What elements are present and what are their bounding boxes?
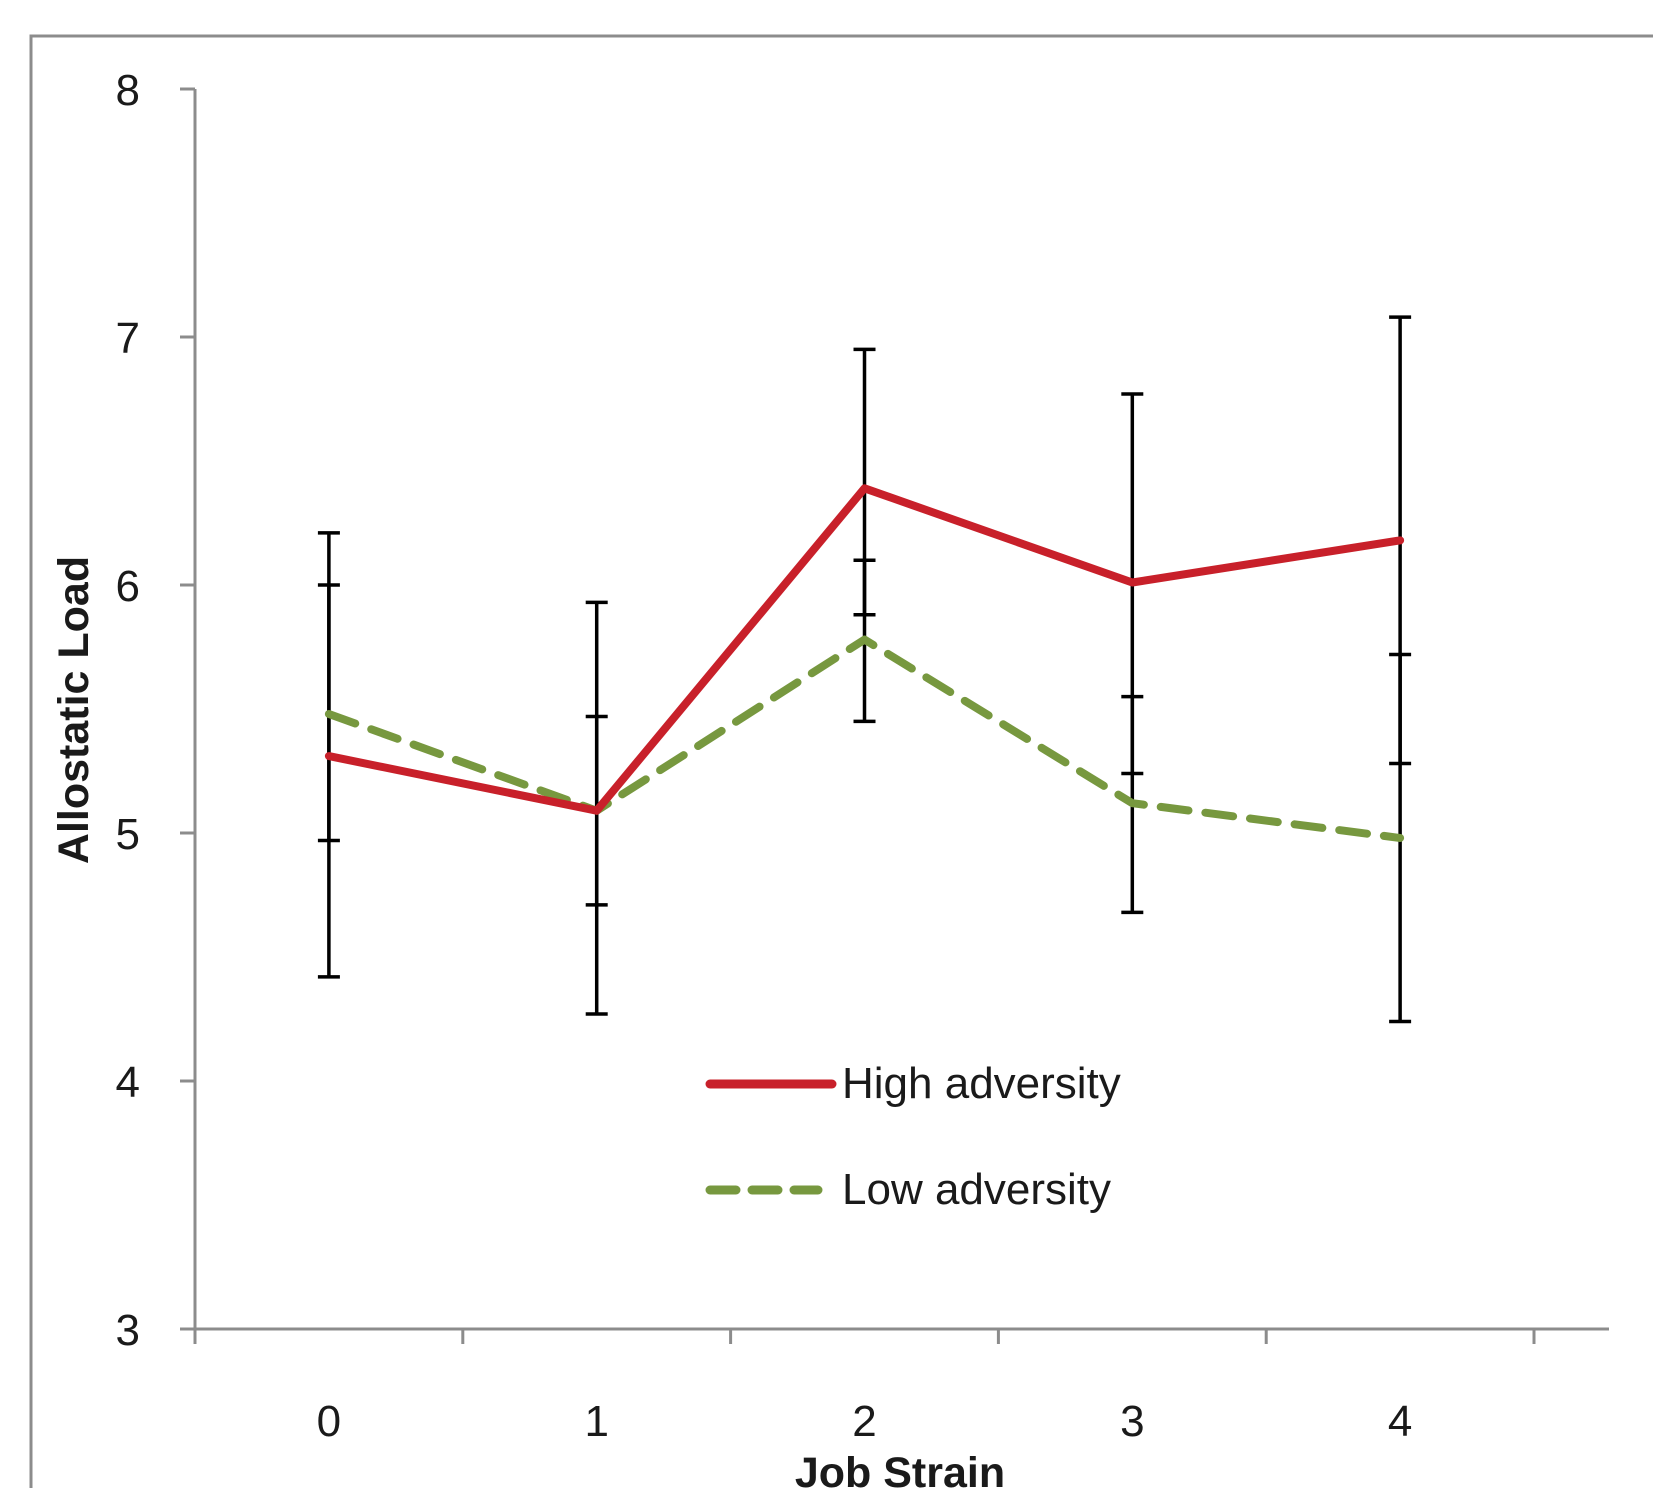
legend-label-high-adversity: High adversity — [842, 1059, 1121, 1108]
legend-label-low-adversity: Low adversity — [842, 1165, 1111, 1214]
data-point-low-adversity — [328, 713, 330, 715]
series-lines — [324, 484, 1405, 842]
data-point-low-adversity — [1131, 802, 1133, 804]
legend: High adversity Low adversity — [705, 1059, 1121, 1214]
data-point-high-adversity — [864, 487, 866, 489]
x-tick-label: 3 — [1120, 1397, 1144, 1446]
y-axis-title: Allostatic Load — [50, 556, 98, 864]
x-tick-label: 0 — [317, 1397, 341, 1446]
data-point-low-adversity — [864, 639, 866, 641]
x-axis-title: Job Strain — [795, 1449, 1005, 1488]
data-point-high-adversity — [596, 810, 598, 812]
y-tick-label: 7 — [116, 314, 140, 363]
data-point-low-adversity — [1399, 837, 1401, 839]
chart-border — [29, 34, 1653, 1488]
y-tick-label: 5 — [116, 810, 140, 859]
y-tick-label: 3 — [116, 1306, 140, 1355]
x-tick-label: 4 — [1388, 1397, 1412, 1446]
y-tick-label: 6 — [116, 562, 140, 611]
x-tick-label: 1 — [584, 1397, 608, 1446]
data-point-high-adversity — [1399, 539, 1401, 541]
tick-labels: 3 4 5 6 7 8 0 1 2 3 4 — [116, 66, 1413, 1446]
data-point-high-adversity — [1131, 582, 1133, 584]
y-tick-label: 4 — [116, 1058, 140, 1107]
x-tick-label: 2 — [852, 1397, 876, 1446]
y-tick-label: 8 — [116, 66, 140, 115]
axes — [180, 87, 1609, 1344]
data-point-high-adversity — [328, 755, 330, 757]
